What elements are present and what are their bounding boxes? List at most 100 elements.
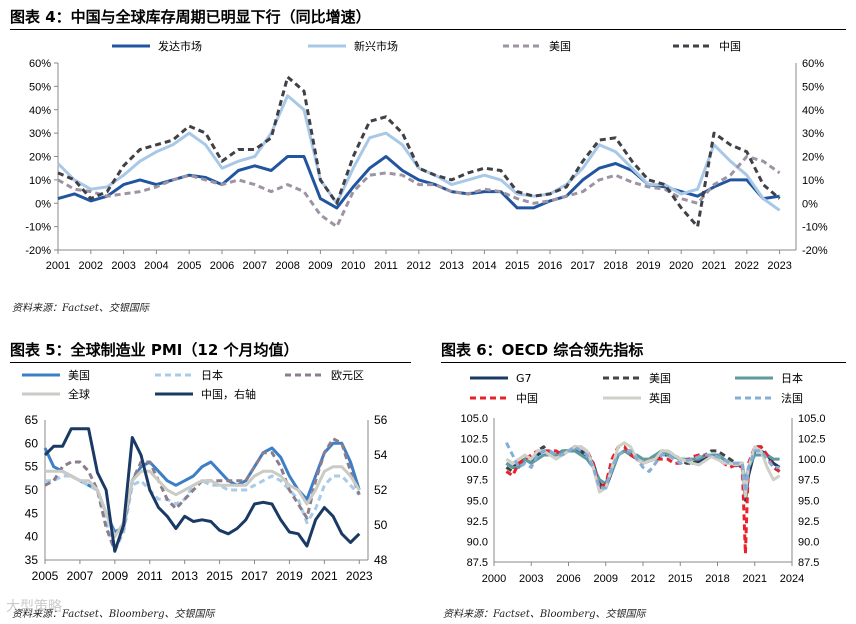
fig4-ytick-left: 60% <box>29 58 51 70</box>
fig4-xtick: 2023 <box>767 260 791 272</box>
fig5-xtick: 2005 <box>32 569 59 583</box>
fig4-xtick: 2017 <box>571 260 595 272</box>
fig5-xtick: 2017 <box>241 569 268 583</box>
fig6-ytick-left: 95.0 <box>467 495 488 507</box>
fig5-xtick: 2013 <box>171 569 198 583</box>
fig5-ytick-right: 50 <box>374 518 388 532</box>
fig5-ytick-right: 48 <box>374 553 388 567</box>
fig4-title-rule <box>10 29 846 30</box>
fig6-title-rule <box>441 362 846 363</box>
fig4-ytick-right: -20% <box>802 245 828 257</box>
fig4-series-3 <box>57 75 781 229</box>
fig6-ytick-right: 97.5 <box>798 475 819 487</box>
fig6-legend-label-2: 日本 <box>781 371 803 385</box>
fig4-ytick-left: 40% <box>29 105 51 117</box>
fig4-xtick: 2012 <box>407 260 431 272</box>
fig5-legend-label-0: 美国 <box>68 369 90 382</box>
fig4-ytick-right: 30% <box>802 128 824 140</box>
fig5-xtick: 2023 <box>346 569 373 583</box>
fig6-xtick: 2006 <box>556 573 580 585</box>
fig5-ytick-left: 65 <box>25 413 39 427</box>
fig4-xtick: 2003 <box>111 260 135 272</box>
fig4-title: 图表 4：中国与全球库存周期已明显下行（同比增速） <box>10 8 371 26</box>
fig4-ytick-left: 30% <box>29 128 51 140</box>
fig4-xtick: 2011 <box>374 260 398 272</box>
fig5-legend-label-3: 全球 <box>68 387 90 401</box>
fig4-ytick-right: 40% <box>802 105 824 117</box>
fig4-xtick: 2015 <box>505 260 529 272</box>
fig5-xtick: 2019 <box>276 569 303 583</box>
fig5-legend-label-4: 中国，右轴 <box>201 387 256 401</box>
fig6-xtick: 2024 <box>780 573 804 585</box>
fig5-ytick-left: 35 <box>25 553 39 567</box>
fig4-xtick: 2002 <box>79 260 103 272</box>
fig6-ytick-right: 100.0 <box>798 454 826 466</box>
fig6-ytick-left: 105.0 <box>460 413 488 425</box>
fig6-series-5 <box>505 442 780 494</box>
fig6-ytick-left: 100.0 <box>460 454 488 466</box>
fig4-ytick-right: -10% <box>802 222 828 234</box>
fig4-xtick: 2018 <box>603 260 627 272</box>
fig6-xtick: 2015 <box>668 573 692 585</box>
fig4-xtick: 2019 <box>636 260 660 272</box>
fig6-ytick-right: 90.0 <box>798 536 819 548</box>
fig5-series-3 <box>45 465 361 539</box>
fig5-ytick-left: 55 <box>25 460 39 474</box>
fig6-legend-label-5: 法国 <box>781 391 803 405</box>
fig4-xtick: 2006 <box>210 260 234 272</box>
fig4-xtick: 2010 <box>341 260 365 272</box>
fig6-series-4 <box>505 441 781 498</box>
fig6-ytick-right: 102.5 <box>798 434 826 446</box>
fig4-xtick: 2001 <box>46 260 70 272</box>
fig6-ytick-left: 97.5 <box>467 475 488 487</box>
fig6-ytick-left: 92.5 <box>467 516 488 528</box>
fig6-xtick: 2000 <box>482 573 506 585</box>
fig5-xtick: 2015 <box>206 569 233 583</box>
fig4-xtick: 2005 <box>177 260 201 272</box>
fig4-xtick: 2007 <box>243 260 267 272</box>
fig5-ytick-right: 54 <box>374 448 388 462</box>
fig6-ytick-left: 90.0 <box>467 536 488 548</box>
fig4-legend-label-2: 美国 <box>549 40 571 53</box>
fig5-ytick-right: 52 <box>374 483 388 497</box>
fig4-xtick: 2021 <box>702 260 726 272</box>
fig5-xtick: 2009 <box>101 569 128 583</box>
fig4-xtick: 2013 <box>439 260 463 272</box>
fig6-xtick: 2009 <box>594 573 618 585</box>
fig4-ytick-left: 50% <box>29 81 51 93</box>
fig6-legend-label-4: 英国 <box>649 391 671 405</box>
fig4-xtick: 2014 <box>472 260 496 272</box>
fig6-title: 图表 6：OECD 综合领先指标 <box>441 341 644 359</box>
fig4-source: 资料来源：Factset、交银国际 <box>12 303 149 314</box>
fig4-ytick-left: -20% <box>25 245 51 257</box>
fig4-ytick-left: 0% <box>35 198 51 210</box>
fig5-series-4 <box>43 427 361 553</box>
fig4-series-0 <box>57 155 780 210</box>
fig6-ytick-right: 105.0 <box>798 413 826 425</box>
fig6-ytick-left: 102.5 <box>460 434 488 446</box>
fig6-source: 资料来源：Factset、Bloomberg、交银国际 <box>443 609 646 620</box>
fig5-ytick-left: 45 <box>25 506 39 520</box>
fig4-ytick-right: 0% <box>802 198 818 210</box>
fig4-series-2 <box>57 155 781 229</box>
fig6-xtick: 2018 <box>705 573 729 585</box>
fig6-legend-label-3: 中国 <box>516 392 538 405</box>
fig5-ytick-left: 40 <box>25 530 39 544</box>
fig4-ytick-left: 10% <box>29 175 51 187</box>
fig5-source: 资料来源：Factset、Bloomberg、交银国际 <box>12 609 215 620</box>
fig6-legend-label-0: G7 <box>516 372 532 385</box>
fig6-xtick: 2012 <box>631 573 655 585</box>
fig5-series-1 <box>45 474 361 553</box>
fig4-xtick: 2008 <box>275 260 299 272</box>
fig4-ytick-left: -10% <box>25 222 51 234</box>
fig4-ytick-left: 20% <box>29 152 51 164</box>
watermark: 大型策略 <box>6 599 62 615</box>
fig6-ytick-right: 92.5 <box>798 516 819 528</box>
fig4-legend-label-1: 新兴市场 <box>354 39 398 53</box>
fig5-xtick: 2011 <box>137 569 163 583</box>
fig4-legend-label-0: 发达市场 <box>158 39 202 53</box>
fig5-ytick-left: 60 <box>25 436 39 450</box>
fig4-xtick: 2020 <box>669 260 693 272</box>
fig4-ytick-right: 50% <box>802 81 824 93</box>
